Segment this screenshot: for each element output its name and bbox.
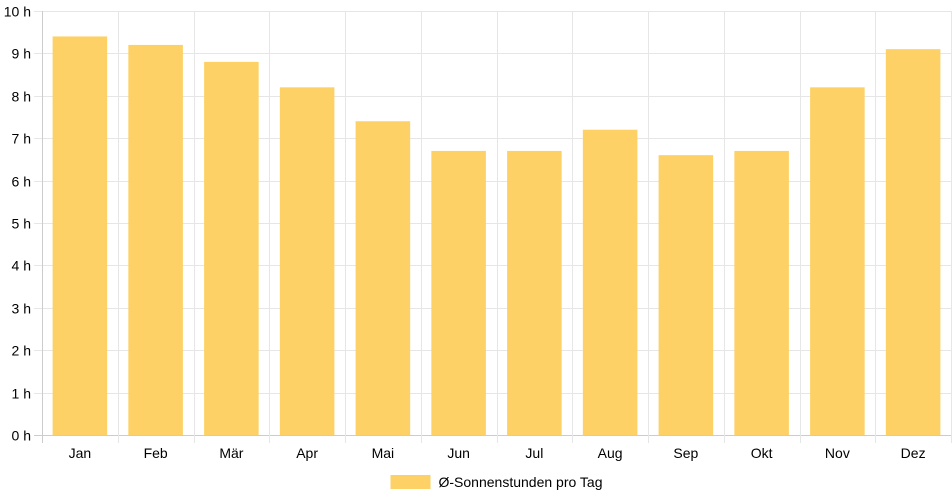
x-tick-label: Aug <box>598 445 623 461</box>
bar[interactable] <box>128 44 183 436</box>
bar[interactable] <box>582 129 638 435</box>
y-tick-label: 1 h <box>12 386 31 402</box>
bar[interactable] <box>885 49 941 435</box>
y-tick-label: 4 h <box>12 258 31 274</box>
x-tick-label: Jan <box>69 445 92 461</box>
x-tick-label: Dez <box>901 445 926 461</box>
x-tick-label: Feb <box>144 445 168 461</box>
x-tick-label: Okt <box>751 445 773 461</box>
y-axis-ticks: 0 h 1 h 2 h 3 h 4 h 5 h 6 h 7 h 8 h 9 h 10 h <box>4 4 31 444</box>
y-tick-label: 10 h <box>4 4 31 20</box>
y-tick-label: 2 h <box>12 343 31 359</box>
y-tick-label: 7 h <box>12 131 31 147</box>
bar[interactable] <box>355 121 411 436</box>
x-tick-label: Jun <box>447 445 470 461</box>
y-tick-label: 8 h <box>12 89 31 105</box>
y-tick-label: 3 h <box>12 301 31 317</box>
bar[interactable] <box>204 61 259 435</box>
bar[interactable] <box>507 150 562 436</box>
bar[interactable] <box>734 150 789 436</box>
legend-label[interactable]: Ø-Sonnenstunden pro Tag <box>439 474 603 490</box>
x-tick-label: Mai <box>372 445 395 461</box>
x-axis-ticks: Jan Feb Mär Apr Mai Jun Jul Aug Sep Okt Nov Dez <box>69 445 926 461</box>
x-tick-label: Sep <box>673 445 698 461</box>
y-tick-label: 5 h <box>12 216 31 232</box>
bar[interactable] <box>658 155 714 435</box>
bar[interactable] <box>431 150 486 436</box>
bar[interactable] <box>279 87 335 435</box>
x-tick-label: Apr <box>296 445 318 461</box>
y-tick-label: 6 h <box>12 174 31 190</box>
x-tick-label: Nov <box>825 445 850 461</box>
bar[interactable] <box>810 87 865 435</box>
bar[interactable] <box>52 36 108 435</box>
y-tick-label: 9 h <box>12 46 31 62</box>
bars <box>52 36 941 436</box>
legend[interactable]: Ø-Sonnenstunden pro Tag <box>390 474 603 490</box>
x-tick-label: Jul <box>525 445 543 461</box>
x-tick-label: Mär <box>219 445 243 461</box>
legend-swatch[interactable] <box>390 475 431 489</box>
grid-lines <box>34 11 952 443</box>
y-tick-label: 0 h <box>12 428 31 444</box>
